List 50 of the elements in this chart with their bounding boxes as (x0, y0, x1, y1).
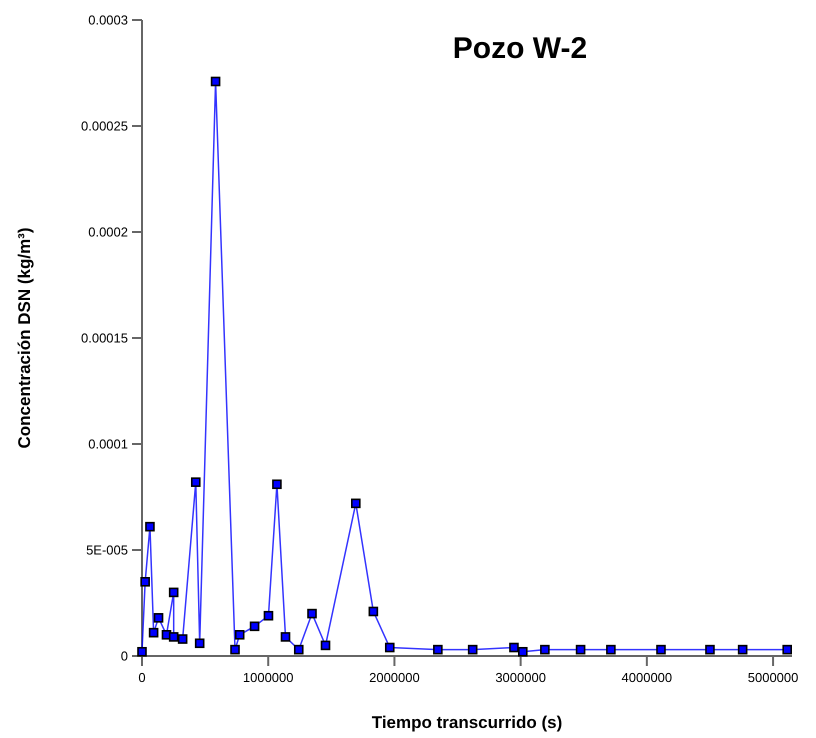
point (351, 498, 361, 508)
y-tick-label: 0 (120, 648, 128, 664)
y-tick-label: 0.0001 (88, 436, 128, 452)
x-tick-label: 0 (138, 670, 146, 685)
x-tick-label: 5000000 (748, 670, 798, 685)
point (307, 608, 317, 618)
point (154, 613, 164, 623)
point (168, 588, 178, 598)
point (137, 646, 147, 657)
point (705, 644, 715, 654)
point (509, 642, 519, 652)
point (280, 632, 290, 642)
point (468, 644, 478, 654)
point (140, 577, 150, 587)
point (294, 644, 304, 654)
point (606, 644, 616, 654)
x-tick-label: 2000000 (369, 670, 420, 685)
point (433, 644, 443, 654)
chart-title: Pozo W-2 (452, 32, 588, 65)
point (168, 632, 178, 642)
point (738, 644, 748, 654)
point (194, 638, 204, 648)
y-tick-label: 0.0003 (88, 12, 128, 28)
point (190, 477, 201, 487)
point (250, 622, 260, 632)
point (320, 640, 330, 650)
point (145, 522, 155, 532)
point (368, 606, 378, 616)
point (230, 644, 240, 654)
y-tick-label: 5E-005 (86, 542, 128, 558)
y-tick-label: 0.00015 (81, 330, 128, 346)
y-tick-label: 0.0002 (88, 224, 128, 240)
point (656, 644, 666, 654)
point (782, 644, 792, 654)
y-axis-title: Concentración DSN (kg/m³) (15, 227, 34, 449)
point (518, 646, 528, 657)
point (272, 479, 282, 490)
point (178, 634, 188, 644)
x-tick-label: 4000000 (622, 670, 672, 685)
point (234, 630, 244, 640)
x-tick-label: 3000000 (495, 670, 546, 685)
point (148, 628, 158, 638)
x-axis-title: Tiempo transcurrido (s) (372, 713, 562, 732)
point (384, 642, 395, 652)
point (540, 644, 550, 654)
point (264, 610, 274, 621)
point (210, 76, 220, 86)
x-tick-label: 1000000 (242, 670, 294, 685)
y-tick-label: 0.00025 (81, 118, 128, 134)
point (576, 644, 586, 654)
